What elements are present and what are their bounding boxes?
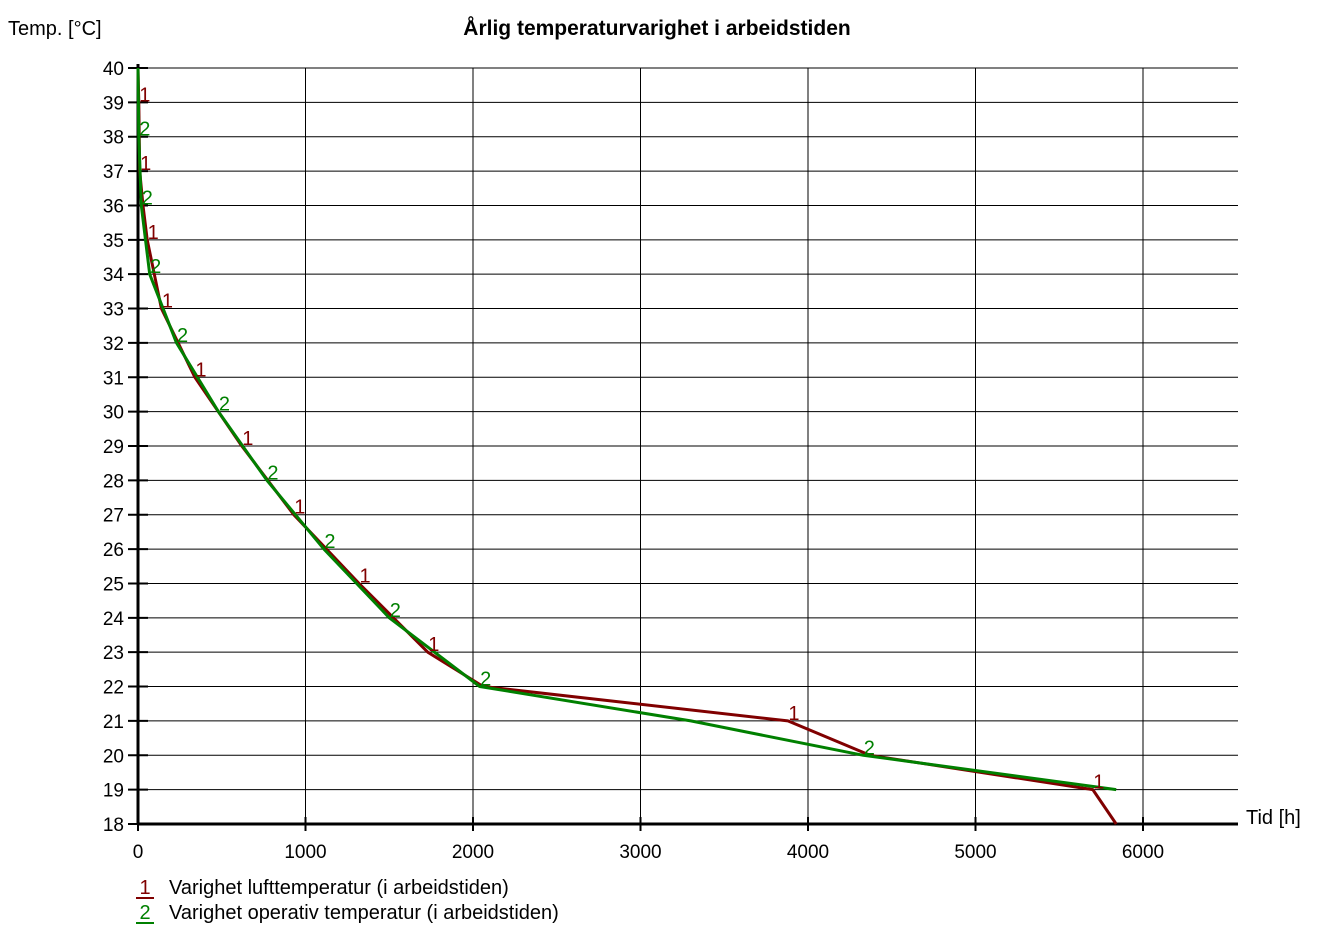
x-tick-label: 3000: [619, 842, 661, 863]
legend-label-2: Varighet operativ temperatur (i arbeidst…: [169, 902, 559, 924]
x-tick-label: 5000: [954, 842, 996, 863]
chart-title: Årlig temperaturvarighet i arbeidstiden: [463, 16, 850, 40]
y-tick-label: 29: [103, 437, 124, 458]
series-1-marker: 1: [294, 497, 305, 519]
y-tick-label: 34: [103, 265, 125, 286]
y-tick-label: 24: [103, 609, 125, 630]
series-1-marker: 1: [148, 222, 159, 244]
series-1-marker: 1: [360, 565, 371, 587]
series-2-line: [136, 67, 1117, 792]
legend-marker-1: 1: [139, 877, 150, 899]
series-2-marker: 2: [324, 531, 335, 553]
y-tick-label: 18: [103, 815, 124, 836]
y-tick-label: 22: [103, 678, 124, 699]
series-1-marker: 1: [139, 84, 150, 106]
x-tick-label: 1000: [284, 842, 326, 863]
x-tick-label: 6000: [1122, 842, 1164, 863]
axes: [128, 64, 1238, 831]
y-tick-label: 31: [103, 368, 124, 389]
y-tick-label: 39: [103, 93, 124, 114]
y-tick-label: 28: [103, 471, 124, 492]
legend-marker-2: 2: [139, 902, 150, 924]
y-tick-label: 19: [103, 781, 124, 802]
series-2-marker: 2: [480, 669, 491, 691]
x-axis-label: Tid [h]: [1246, 807, 1301, 829]
series-1-marker: 1: [1093, 772, 1104, 794]
series-1-marker: 1: [140, 153, 151, 175]
x-tick-label: 2000: [452, 842, 494, 863]
y-tick-label: 26: [103, 540, 124, 561]
series-2-marker: 2: [150, 256, 161, 278]
y-axis-label: Temp. [°C]: [8, 18, 102, 40]
y-tick-label: 38: [103, 128, 124, 149]
series-2-marker: 2: [267, 462, 278, 484]
y-tick-label: 25: [103, 574, 124, 595]
series-lines: [136, 67, 1118, 825]
y-tick-label: 23: [103, 643, 124, 664]
y-tick-label: 32: [103, 334, 124, 355]
series-1-marker: 1: [242, 428, 253, 450]
y-tick-label: 21: [103, 712, 124, 733]
tick-labels: 1819202122232425262728293031323334353637…: [103, 59, 1164, 863]
series-2-marker: 2: [139, 119, 150, 141]
y-tick-label: 30: [103, 403, 124, 424]
grid: [138, 67, 1238, 824]
series-1-marker: 1: [195, 359, 206, 381]
y-tick-label: 35: [103, 231, 124, 252]
legend-label-1: Varighet lufttemperatur (i arbeidstiden): [169, 877, 509, 899]
y-tick-label: 36: [103, 196, 124, 217]
x-tick-label: 4000: [787, 842, 829, 863]
y-tick-label: 27: [103, 506, 124, 527]
y-tick-label: 37: [103, 162, 124, 183]
series-1-marker: 1: [162, 291, 173, 313]
legend: 1 Varighet lufttemperatur (i arbeidstiden…: [136, 877, 559, 924]
series-2-marker: 2: [864, 737, 875, 759]
series-1-marker: 1: [788, 703, 799, 725]
series-2-marker: 2: [219, 394, 230, 416]
y-tick-label: 20: [103, 746, 124, 767]
series-2-marker: 2: [177, 325, 188, 347]
x-tick-label: 0: [133, 842, 144, 863]
y-tick-label: 40: [103, 59, 124, 80]
y-tick-label: 33: [103, 300, 124, 321]
series-1-marker: 1: [428, 634, 439, 656]
series-2-marker: 2: [142, 187, 153, 209]
series-2-marker: 2: [390, 600, 401, 622]
